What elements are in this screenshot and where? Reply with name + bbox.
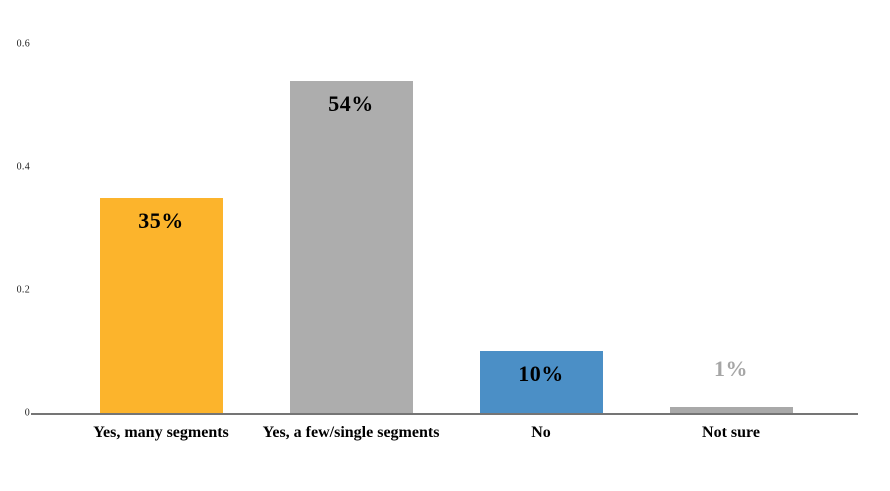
category-label: Yes, many segments xyxy=(93,424,229,441)
category-label: Yes, a few/single segments xyxy=(262,424,440,441)
bar xyxy=(99,198,223,413)
bar xyxy=(479,351,603,413)
bar-value-label: 1% xyxy=(714,356,748,381)
bar-value-label: 10% xyxy=(518,361,564,386)
bar xyxy=(669,407,793,413)
category-label: No xyxy=(531,424,551,441)
y-tick-label: 0.2 xyxy=(16,284,30,296)
x-axis-line xyxy=(31,413,858,415)
bar xyxy=(289,81,413,413)
bar-value-label: 54% xyxy=(328,91,374,116)
y-tick-label: 0 xyxy=(24,407,30,419)
y-tick-label: 0.4 xyxy=(16,161,30,173)
bar-value-label: 35% xyxy=(138,208,184,233)
y-tick-label: 0.6 xyxy=(16,38,30,50)
category-label: Not sure xyxy=(702,424,760,441)
